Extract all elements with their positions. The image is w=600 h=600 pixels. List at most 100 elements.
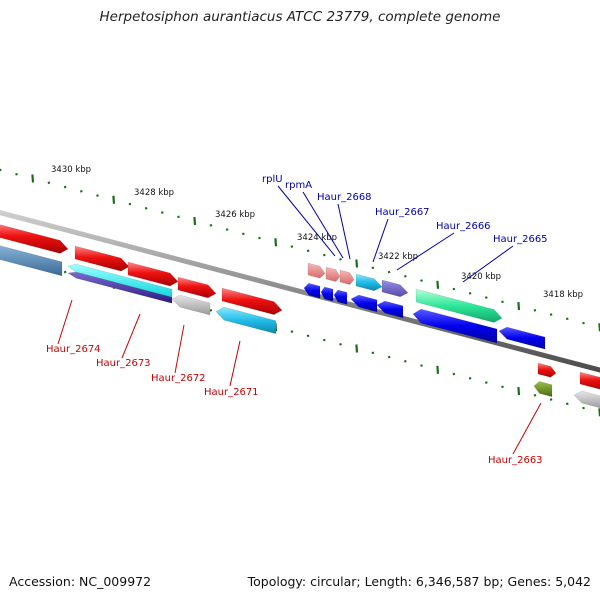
gene-feature[interactable] <box>498 326 546 350</box>
gene-feature[interactable] <box>415 288 503 323</box>
callout-leader-line <box>396 232 455 271</box>
gene-feature[interactable] <box>221 287 283 315</box>
callout-leader-line <box>302 191 344 259</box>
reverse-ruler-tick <box>484 381 488 384</box>
gene-feature[interactable] <box>171 294 211 316</box>
forward-strand-ruler <box>0 168 600 332</box>
gene-feature[interactable] <box>177 276 217 299</box>
gene-feature[interactable] <box>303 282 321 299</box>
forward-ruler-tick <box>47 181 51 185</box>
gene-feature[interactable] <box>333 289 348 305</box>
forward-ruler-tick <box>582 321 585 325</box>
gene-label: Haur_2666 <box>436 221 491 232</box>
gene-feature[interactable] <box>533 381 553 398</box>
reverse-ruler-tick <box>339 342 342 346</box>
reverse-ruler-tick <box>306 334 310 338</box>
gene-feature[interactable] <box>215 306 277 335</box>
gene-feature[interactable] <box>381 279 409 298</box>
forward-ruler-tick <box>533 308 537 312</box>
callout-leader-line <box>229 340 241 387</box>
forward-ruler-tick <box>420 279 423 282</box>
reverse-ruler-tick <box>387 355 391 359</box>
gene-label: Haur_2674 <box>46 344 101 355</box>
forward-ruler-tick <box>79 189 83 193</box>
gene-feature[interactable] <box>376 300 404 319</box>
callout-leader-line <box>174 324 185 374</box>
gene-feature[interactable] <box>320 286 334 302</box>
gene-feature[interactable] <box>339 269 355 285</box>
reverse-ruler-tick <box>533 393 537 397</box>
forward-ruler-tick <box>274 238 278 247</box>
gene-feature[interactable] <box>67 271 173 304</box>
gene-feature[interactable] <box>537 362 557 378</box>
reverse-ruler-tick <box>322 338 326 342</box>
reverse-ruler-tick <box>582 406 585 410</box>
forward-ruler-tick <box>501 300 504 304</box>
forward-ruler-tick <box>517 301 521 311</box>
reverse-ruler-tick <box>501 385 504 389</box>
gene-feature[interactable] <box>307 262 326 279</box>
reverse-ruler-tick <box>452 372 456 376</box>
kbp-label: 3430 kbp <box>51 165 91 175</box>
gene-label: Haur_2667 <box>375 207 430 218</box>
forward-ruler-tick <box>484 296 488 299</box>
gene-feature[interactable] <box>127 261 179 287</box>
reverse-ruler-tick <box>290 330 294 333</box>
forward-ruler-tick <box>160 211 164 214</box>
gene-label-callouts: rplUrpmAHaur_2668Haur_2667Haur_2666Haur_… <box>46 174 548 466</box>
kbp-ruler-labels: 3430 kbp 3428 kbp 3426 kbp 3424 kbp 3422 kbp… <box>51 165 583 300</box>
forward-ruler-tick <box>549 313 553 316</box>
callout-leader-line <box>372 218 389 263</box>
gene-features[interactable] <box>0 222 600 409</box>
forward-ruler-tick <box>241 232 245 236</box>
reverse-ruler-tick <box>436 365 440 374</box>
reverse-ruler-tick <box>549 398 553 401</box>
forward-ruler-tick <box>339 257 342 261</box>
forward-ruler-tick <box>371 266 375 270</box>
gene-label: Haur_2665 <box>493 234 548 245</box>
gene-feature[interactable] <box>412 308 498 344</box>
reverse-ruler-tick <box>420 364 423 367</box>
gene-feature[interactable] <box>0 222 69 254</box>
forward-ruler-tick <box>15 172 18 176</box>
reverse-ruler-tick <box>355 344 359 353</box>
accession-label: Accession: NC_009972 <box>9 574 152 589</box>
gene-feature[interactable] <box>74 245 130 272</box>
forward-ruler-tick <box>290 245 294 248</box>
kbp-label: 3426 kbp <box>215 210 255 220</box>
forward-ruler-tick <box>355 259 359 268</box>
genome-summary-label: Topology: circular; Length: 6,346,587 bp… <box>247 574 591 589</box>
forward-ruler-tick <box>112 195 116 204</box>
gene-feature[interactable] <box>350 294 378 313</box>
reverse-ruler-tick <box>468 376 472 380</box>
gene-feature[interactable] <box>325 266 341 282</box>
forward-ruler-tick <box>565 317 569 321</box>
gene-label: rplU <box>262 174 283 185</box>
reverse-ruler-tick <box>403 359 407 363</box>
gene-feature[interactable] <box>0 245 63 277</box>
gene-label: Haur_2673 <box>96 358 151 369</box>
callout-leader-line <box>57 299 73 345</box>
gene-feature[interactable] <box>573 390 600 409</box>
gene-feature[interactable] <box>355 273 383 292</box>
forward-ruler-tick <box>96 194 99 197</box>
forward-ruler-tick <box>436 280 440 289</box>
callout-leader-line <box>337 203 351 260</box>
gene-feature[interactable] <box>579 371 600 390</box>
reverse-ruler-tick <box>63 270 67 274</box>
gene-label: Haur_2671 <box>204 387 259 398</box>
callout-leader-line <box>512 402 542 455</box>
forward-ruler-tick <box>63 185 67 189</box>
forward-ruler-tick <box>209 223 213 227</box>
forward-ruler-tick <box>452 287 456 291</box>
gene-label: rpmA <box>285 180 312 191</box>
forward-ruler-tick <box>128 202 132 206</box>
kbp-label: 3420 kbp <box>461 272 501 282</box>
forward-ruler-tick <box>387 270 391 274</box>
gene-feature[interactable] <box>67 263 173 298</box>
forward-ruler-tick <box>468 291 472 295</box>
gene-label: Haur_2672 <box>151 373 206 384</box>
callout-leader-line <box>462 245 514 283</box>
